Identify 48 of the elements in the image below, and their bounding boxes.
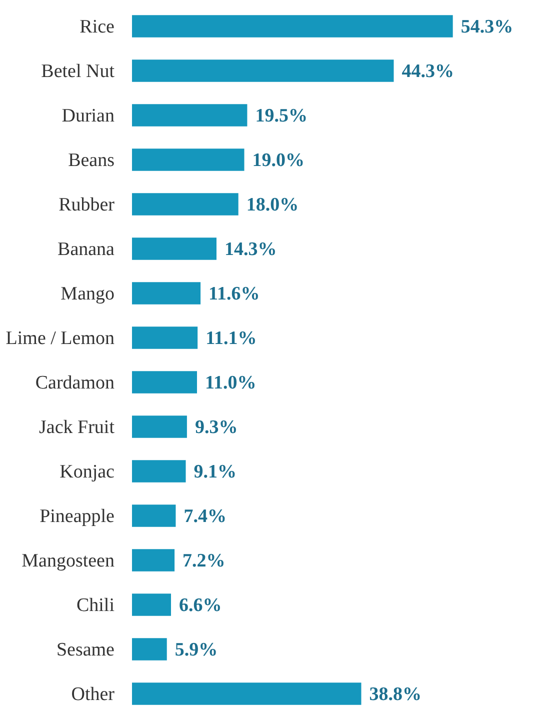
- data-label: 11.1%: [206, 328, 257, 349]
- bar: [132, 638, 167, 660]
- y-tick-label: Konjac: [60, 461, 114, 482]
- y-tick-label: Rice: [80, 16, 114, 38]
- data-label: 44.3%: [402, 60, 454, 82]
- data-label: 14.3%: [224, 238, 277, 260]
- data-label: 54.3%: [460, 16, 514, 38]
- bar: [132, 15, 453, 38]
- bar: [132, 594, 171, 616]
- bar: [132, 238, 216, 260]
- data-label: 5.9%: [174, 639, 218, 660]
- bar: [132, 682, 362, 705]
- bar: [132, 504, 176, 527]
- data-label: 6.6%: [178, 594, 222, 616]
- data-label: 7.2%: [182, 550, 226, 572]
- bar: [132, 460, 186, 482]
- data-label: 7.4%: [184, 506, 226, 527]
- bar: [132, 148, 244, 171]
- y-tick-label: Lime / Lemon: [6, 328, 115, 349]
- data-label: 11.6%: [208, 283, 260, 304]
- y-tick-label: Chili: [76, 594, 114, 616]
- y-tick-label: Betel Nut: [41, 60, 116, 82]
- data-label: 9.3%: [194, 416, 238, 438]
- data-label: 9.1%: [194, 461, 237, 482]
- bar: [132, 416, 187, 438]
- bar: [132, 326, 198, 349]
- bar: [132, 282, 201, 304]
- bar: [132, 104, 248, 126]
- y-tick-label: Durian: [62, 105, 115, 126]
- data-label: 38.8%: [369, 684, 422, 705]
- data-label: 18.0%: [246, 194, 299, 216]
- bar: [132, 193, 238, 216]
- y-tick-label: Rubber: [58, 194, 116, 216]
- y-tick-label: Other: [71, 684, 116, 705]
- data-label: 19.0%: [252, 150, 305, 171]
- y-tick-label: Beans: [68, 150, 114, 171]
- data-label: 11.0%: [204, 372, 256, 394]
- y-tick-label: Jack Fruit: [39, 416, 116, 438]
- y-tick-label: Mango: [60, 283, 114, 304]
- y-tick-label: Pineapple: [40, 506, 114, 527]
- bar: [132, 371, 197, 394]
- y-tick-label: Sesame: [56, 639, 114, 660]
- data-label: 19.5%: [255, 105, 308, 126]
- y-tick-label: Banana: [58, 238, 116, 260]
- y-tick-label: Mangosteen: [22, 550, 115, 572]
- y-tick-label: Cardamon: [35, 372, 115, 394]
- bar: [132, 60, 394, 82]
- bar: [132, 549, 175, 572]
